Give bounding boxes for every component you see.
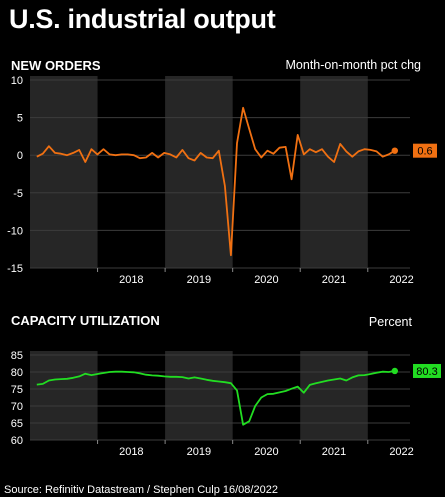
- capacity-xtick-label: 2019: [187, 446, 211, 458]
- capacity-ytick-label: 75: [11, 384, 23, 396]
- new-orders-xtick-label: 2022: [389, 274, 413, 286]
- new-orders-year-band: [300, 76, 368, 268]
- capacity-ytick-label: 85: [11, 350, 23, 362]
- capacity-plot: 85 80 75 70 65 60 2018 2019 2020 2021 2022 80.3: [11, 350, 441, 458]
- capacity-year-band: [30, 351, 98, 440]
- capacity-ytick-label: 65: [11, 418, 23, 430]
- capacity-year-band: [165, 351, 233, 440]
- new-orders-ytick-label: -5: [13, 188, 23, 200]
- capacity-xtick-label: 2020: [254, 446, 278, 458]
- new-orders-last-value-box: [413, 143, 437, 158]
- new-orders-xtick-label: 2019: [187, 274, 211, 286]
- capacity-last-value-label: 80.3: [416, 366, 437, 378]
- capacity-series-line: [36, 370, 395, 426]
- new-orders-last-value-label: 0.6: [417, 146, 432, 158]
- capacity-title: CAPACITY UTILIZATION: [11, 313, 160, 328]
- new-orders-xtick-label: 2020: [254, 274, 278, 286]
- new-orders-xtick-label: 2018: [119, 274, 143, 286]
- capacity-ytick-label: 80: [11, 367, 23, 379]
- capacity-xtick-label: 2022: [389, 446, 413, 458]
- capacity-ytick-label: 60: [11, 435, 23, 447]
- new-orders-series-line: [36, 106, 396, 257]
- capacity-xtick-label: 2021: [322, 446, 346, 458]
- capacity-last-value-box: [413, 363, 441, 378]
- capacity-last-point: [391, 367, 398, 375]
- new-orders-unit: Month-on-month pct chg: [285, 58, 422, 72]
- new-orders-ytick-label: 0: [17, 150, 23, 162]
- new-orders-plot: 10 5 0 -5 -10 -15 2018 2019 2020 2021 2022 0.6: [7, 75, 437, 286]
- new-orders-title: NEW ORDERS: [11, 58, 101, 73]
- new-orders-ytick-label: 10: [11, 75, 23, 87]
- source-note: Source: Refinitiv Datastream / Stephen C…: [4, 484, 278, 496]
- new-orders-year-band: [165, 76, 233, 268]
- page-title: U.S. industrial output: [9, 4, 276, 34]
- new-orders-ytick-label: -10: [7, 225, 23, 237]
- new-orders-xtick-label: 2021: [322, 274, 346, 286]
- capacity-ytick-label: 70: [11, 401, 23, 413]
- new-orders-year-band: [30, 76, 98, 268]
- new-orders-ytick-label: -15: [7, 263, 23, 275]
- capacity-unit: Percent: [368, 315, 412, 329]
- capacity-xtick-label: 2018: [119, 446, 143, 458]
- new-orders-ytick-label: 5: [17, 113, 23, 125]
- capacity-year-band: [300, 351, 368, 440]
- new-orders-last-point: [391, 147, 398, 154]
